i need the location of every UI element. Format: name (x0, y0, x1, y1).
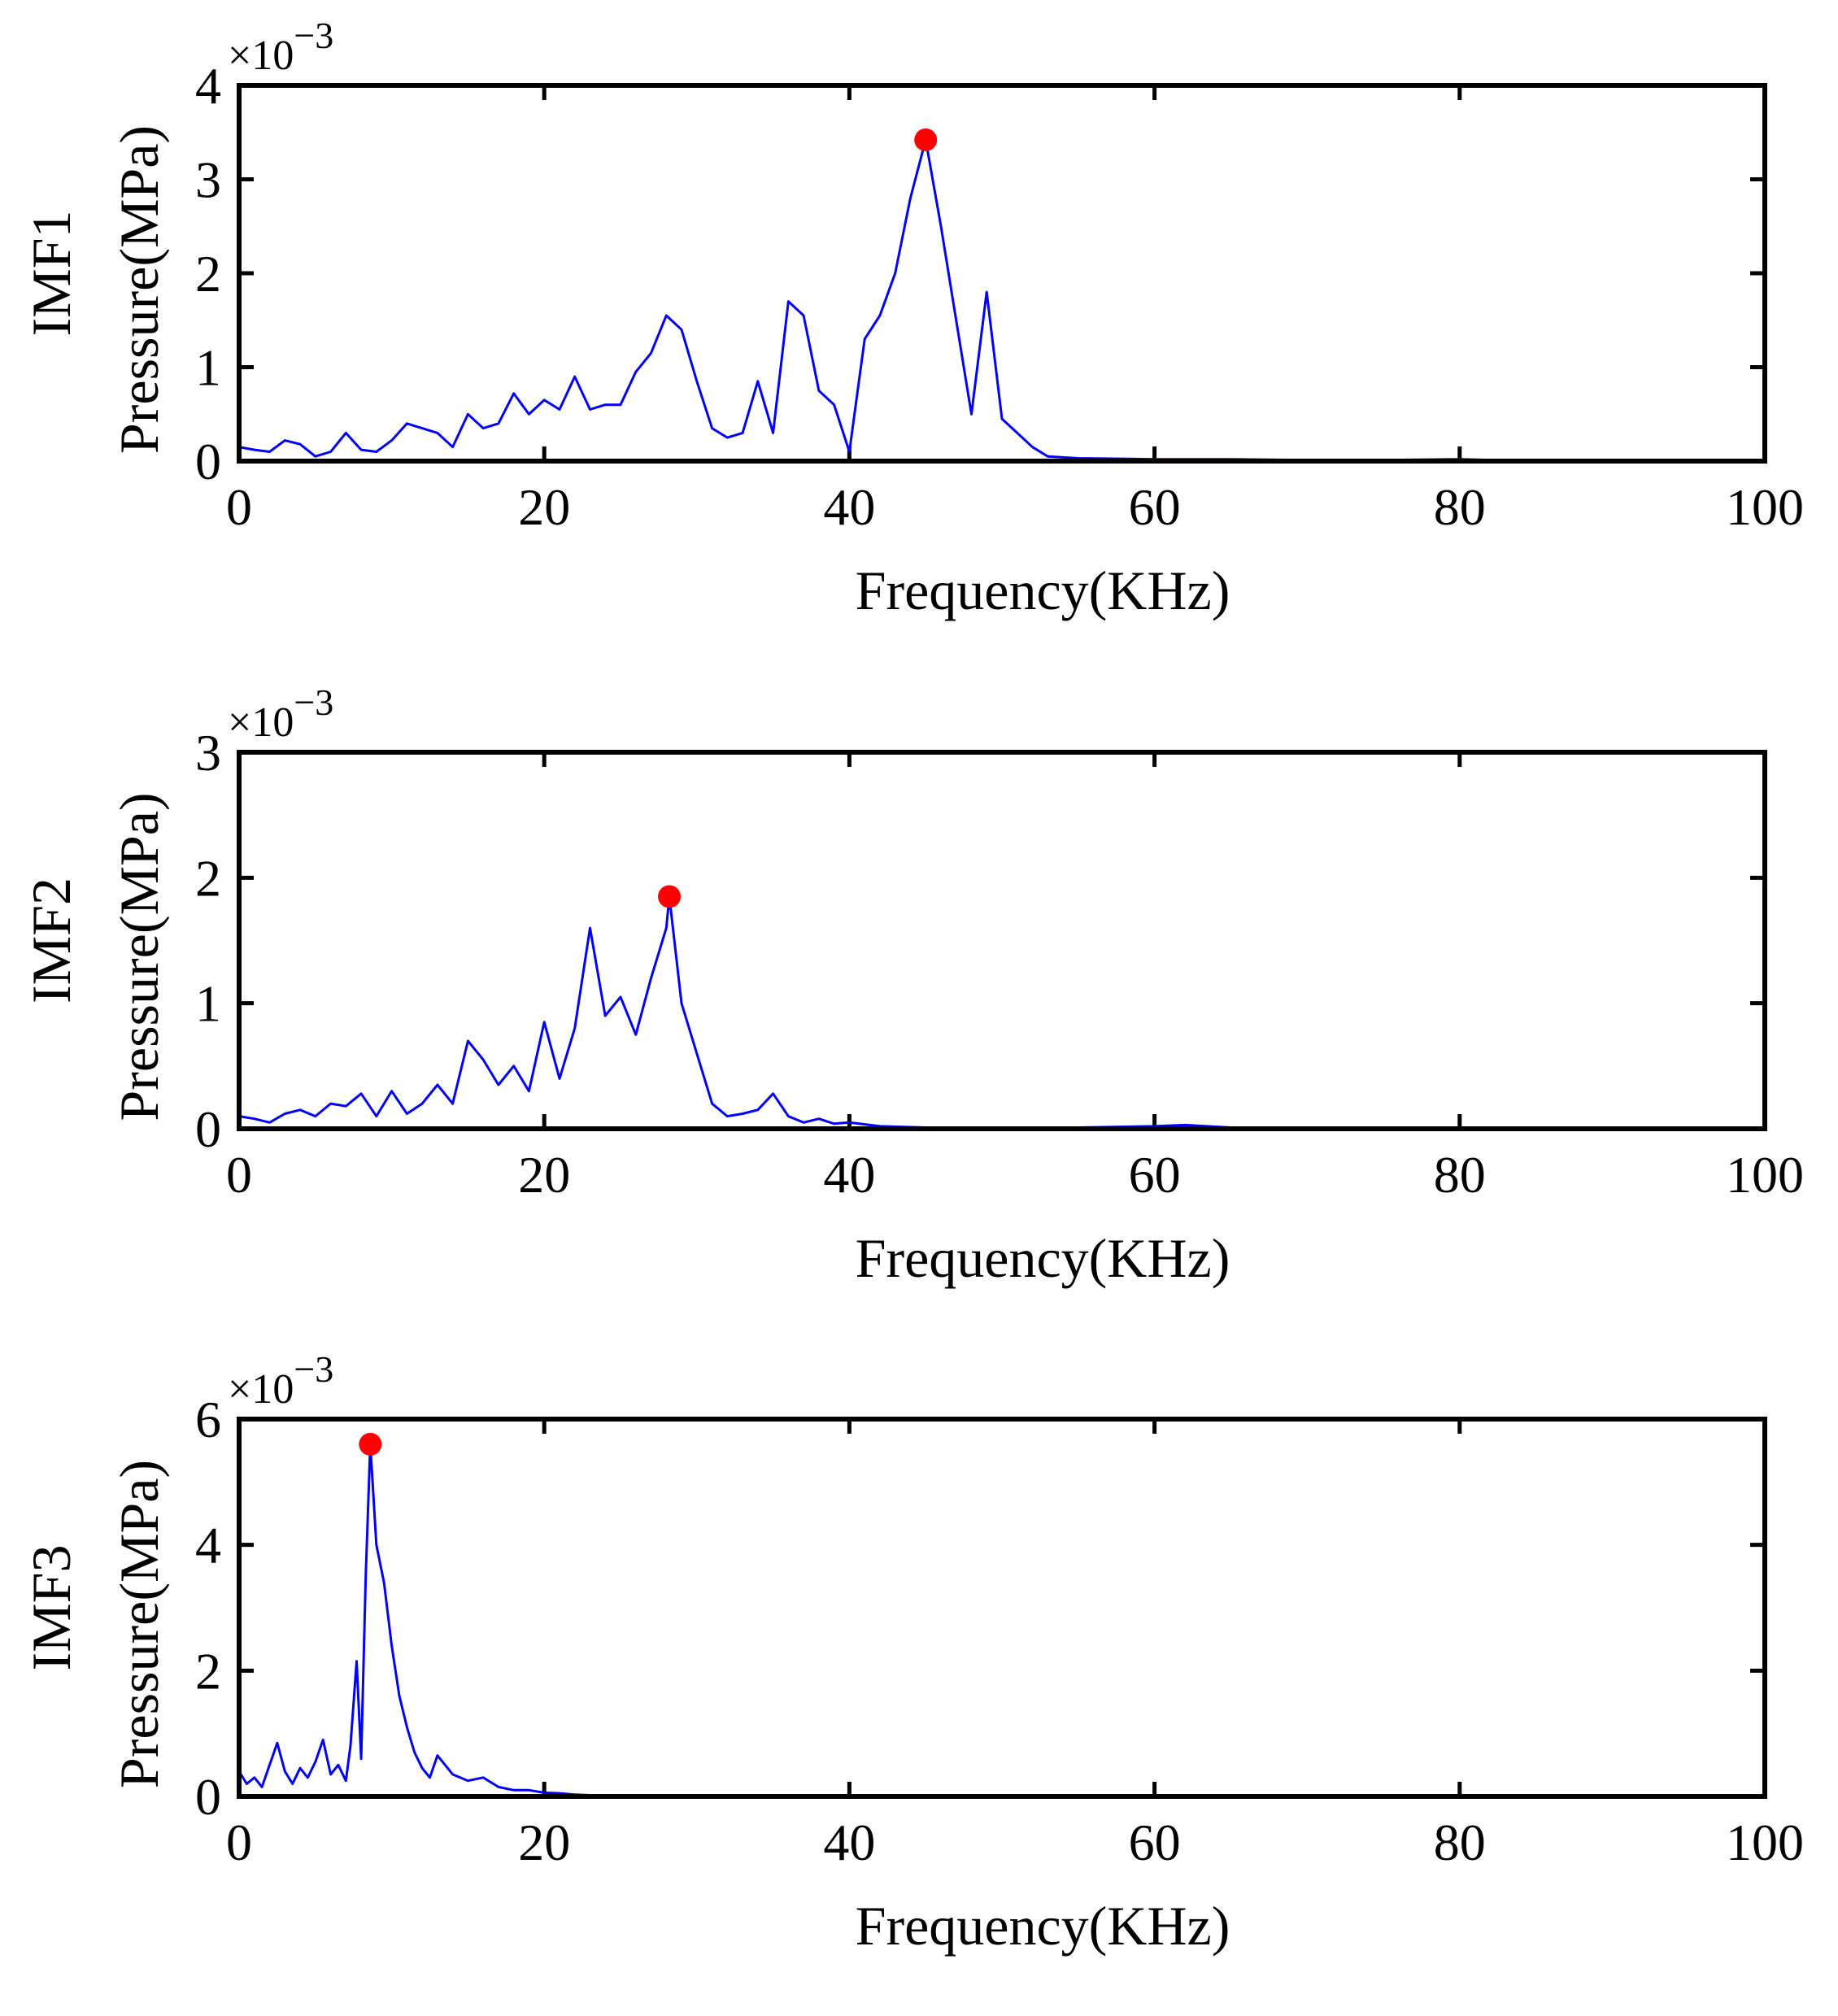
y-tick-label: 0 (195, 1100, 221, 1158)
plot-frame (237, 1417, 1767, 1799)
x-axis-title: Frequency(KHz) (856, 1895, 1230, 1957)
y-axis-title: Pressure(MPa) (108, 1460, 170, 1788)
x-tick-label: 100 (1726, 1814, 1804, 1871)
y-tick-label: 2 (195, 1642, 221, 1700)
x-tick-label: 100 (1726, 1146, 1804, 1204)
y-tick-label: 0 (195, 1768, 221, 1826)
x-tick-label: 0 (226, 478, 252, 536)
y-tick-label: 2 (195, 849, 221, 907)
x-axis-title: Frequency(KHz) (856, 1227, 1230, 1289)
peak-marker (359, 1432, 382, 1456)
x-tick-label: 40 (823, 1146, 875, 1204)
y-tick-label: 3 (195, 724, 221, 782)
y-axis-prefix: IMF1 (20, 211, 82, 337)
y-axis-title: Pressure(MPa) (108, 792, 170, 1121)
plot-frame (237, 83, 1767, 464)
chart-panel-1: 0 20 40 60 80 100 0 1 2 3 4×10−3 Frequency(KHz) IMF1… (20, 15, 1804, 621)
y-tick-label: 1 (195, 339, 221, 397)
x-tick-label: 80 (1434, 478, 1486, 536)
x-axis-title: Frequency(KHz) (856, 560, 1230, 621)
y-tick-label: 6 (195, 1391, 221, 1448)
axis-multiplier: ×10−3 (228, 1348, 333, 1413)
y-tick-label: 0 (195, 433, 221, 490)
x-tick-label: 100 (1726, 478, 1804, 536)
x-tick-label: 40 (823, 1814, 875, 1871)
y-axis-prefix: IMF2 (20, 877, 82, 1004)
x-tick-label: 60 (1129, 478, 1181, 536)
x-tick-label: 40 (823, 478, 875, 536)
chart-panel-3: 0 20 40 60 80 100 0 2 4 6×10−3 Frequency(KHz) IMF3 P… (20, 1348, 1804, 1957)
y-tick-label: 4 (195, 1517, 221, 1574)
x-tick-label: 60 (1129, 1146, 1181, 1204)
x-tick-label: 60 (1129, 1814, 1181, 1871)
y-tick-label: 2 (195, 245, 221, 303)
y-axis-prefix: IMF3 (20, 1545, 82, 1671)
x-tick-label: 0 (226, 1814, 252, 1871)
x-tick-label: 80 (1434, 1814, 1486, 1871)
y-tick-label: 1 (195, 975, 221, 1033)
x-tick-label: 0 (226, 1146, 252, 1204)
y-tick-label: 4 (195, 57, 221, 115)
peak-marker (914, 128, 938, 151)
chart-panel-2: 0 20 40 60 80 100 0 1 2 3×10−3 Frequency(KHz) IMF2 P… (20, 681, 1804, 1289)
axis-multiplier: ×10−3 (228, 681, 333, 746)
y-tick-label: 3 (195, 151, 221, 209)
x-tick-label: 80 (1434, 1146, 1486, 1204)
x-tick-label: 20 (518, 478, 570, 536)
y-axis-title: Pressure(MPa) (108, 125, 170, 454)
axis-multiplier: ×10−3 (228, 15, 333, 79)
x-tick-label: 20 (518, 1146, 570, 1204)
peak-marker (658, 885, 682, 908)
series-line (237, 1443, 1765, 1798)
x-tick-label: 20 (518, 1814, 570, 1871)
series-line (238, 138, 1765, 463)
series-line (238, 895, 1765, 1130)
plot-frame (237, 750, 1767, 1131)
